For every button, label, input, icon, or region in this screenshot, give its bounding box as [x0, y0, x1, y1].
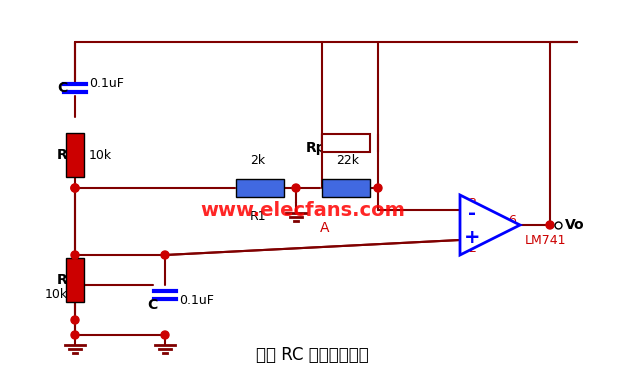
Text: 6: 6 — [508, 213, 516, 227]
Circle shape — [374, 184, 382, 192]
Circle shape — [71, 316, 79, 324]
Circle shape — [71, 331, 79, 339]
Text: -: - — [468, 204, 476, 223]
Text: C: C — [147, 298, 157, 312]
Circle shape — [71, 251, 79, 259]
FancyBboxPatch shape — [322, 179, 370, 197]
Text: www.elecfans.com: www.elecfans.com — [200, 200, 405, 220]
FancyBboxPatch shape — [66, 133, 84, 177]
FancyBboxPatch shape — [66, 258, 84, 302]
Text: 基本 RC 桥式振荡电路: 基本 RC 桥式振荡电路 — [256, 346, 368, 364]
Circle shape — [71, 184, 79, 192]
Text: Rp: Rp — [306, 141, 326, 155]
Text: +: + — [464, 227, 480, 246]
Text: 10k: 10k — [45, 289, 68, 302]
Text: LM741: LM741 — [525, 233, 567, 246]
Text: C: C — [57, 81, 67, 95]
Circle shape — [546, 221, 554, 229]
Text: 0.1uF: 0.1uF — [179, 293, 214, 306]
Circle shape — [161, 251, 169, 259]
Circle shape — [71, 184, 79, 192]
Text: 3: 3 — [468, 197, 476, 210]
Text: 10k: 10k — [89, 148, 112, 161]
Text: R: R — [57, 148, 68, 162]
Text: 2k: 2k — [250, 154, 265, 167]
Circle shape — [292, 184, 300, 192]
Text: 0.1uF: 0.1uF — [89, 76, 124, 89]
Text: R1: R1 — [250, 210, 266, 223]
Text: 2: 2 — [468, 243, 476, 256]
FancyBboxPatch shape — [322, 134, 370, 152]
Text: R: R — [57, 273, 68, 287]
Text: Vo: Vo — [565, 218, 585, 232]
FancyBboxPatch shape — [236, 179, 284, 197]
Polygon shape — [460, 195, 520, 255]
Text: A: A — [320, 221, 329, 235]
Text: 22k: 22k — [336, 154, 359, 167]
Circle shape — [161, 331, 169, 339]
